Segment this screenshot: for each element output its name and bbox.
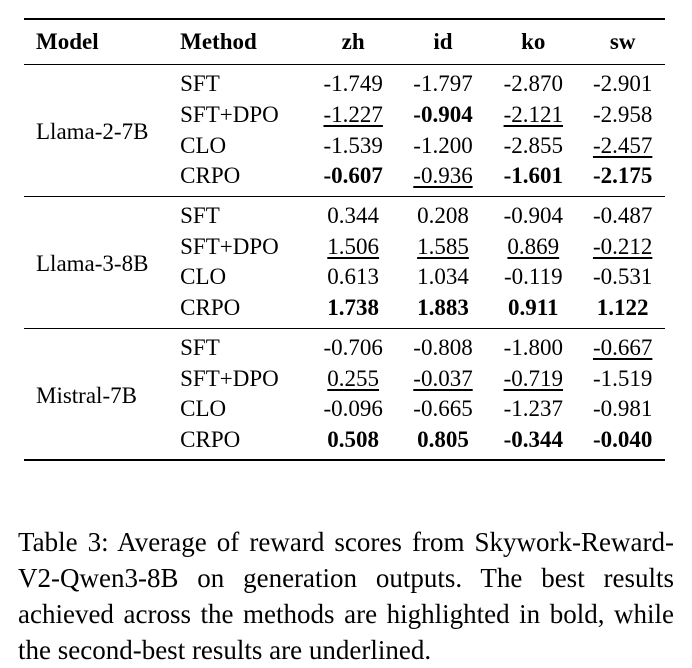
score-ko: -1.601 [503, 163, 563, 189]
method-name: SFT+DPO [180, 102, 279, 128]
score-zh: 0.613 [327, 264, 380, 290]
score-id: -0.665 [413, 396, 473, 422]
score-sw: -0.040 [592, 426, 653, 452]
header-sw: sw [609, 29, 636, 54]
method-name: SFT [180, 203, 220, 229]
score-zh: -0.607 [323, 163, 383, 189]
method-name: SFT+DPO [180, 233, 279, 259]
method-name: CRPO [180, 295, 241, 321]
score-ko: 0.869 [507, 233, 560, 259]
score-zh: 1.506 [327, 233, 380, 259]
header-ko: ko [521, 29, 546, 54]
method-name: CLO [180, 132, 227, 158]
header-id: id [433, 29, 453, 54]
score-sw: -2.901 [592, 71, 653, 97]
table-row: Mistral-7B SFT -0.706 -0.808 -1.800 -0.6… [24, 328, 665, 408]
header-model: Model [36, 29, 99, 54]
score-zh: -0.706 [323, 334, 383, 360]
score-id: -0.936 [413, 163, 473, 189]
table-row: CRPO -0.607 -0.936 -1.601 -2.175 [24, 161, 665, 196]
model-name: Mistral-7B [36, 382, 137, 408]
method-name: CRPO [180, 426, 241, 452]
score-sw: -0.667 [592, 334, 653, 360]
header-zh: zh [341, 29, 365, 54]
method-name: CRPO [180, 163, 241, 189]
score-zh: -1.227 [323, 102, 383, 128]
header-method: Method [180, 29, 257, 54]
table-row: CLO -1.539 -1.200 -2.855 -2.457 [24, 130, 665, 161]
score-sw: -0.981 [592, 396, 653, 422]
table-row: SFT+DPO -1.227 -0.904 -2.121 -2.958 [24, 100, 665, 131]
score-ko: 0.911 [508, 295, 559, 321]
table-caption: Table 3: Average of reward scores from S… [18, 527, 674, 665]
table-row: CRPO 1.738 1.883 0.911 1.122 [24, 293, 665, 328]
table-row: Llama-3-8B SFT 0.344 0.208 -0.904 -0.487 [24, 196, 665, 276]
score-id: -0.808 [413, 334, 473, 360]
table-header: Model Method zh id ko sw [24, 19, 665, 65]
score-id: -0.037 [413, 365, 473, 391]
score-sw: -0.531 [592, 264, 653, 290]
header-row: Model Method zh id ko sw [24, 19, 665, 65]
group-llama-2-7b: Llama-2-7B SFT -1.749 -1.797 -2.870 -2.9… [24, 65, 665, 197]
model-name: Llama-2-7B [36, 119, 149, 145]
score-ko: -2.121 [503, 102, 563, 128]
score-zh: -1.749 [323, 71, 383, 97]
score-ko: -1.800 [503, 334, 563, 360]
score-sw: -2.175 [592, 163, 653, 189]
score-id: -1.200 [413, 132, 473, 158]
table-row: Llama-2-7B SFT -1.749 -1.797 -2.870 -2.9… [24, 65, 665, 144]
score-zh: 1.738 [327, 295, 380, 321]
score-sw: -2.457 [592, 132, 653, 158]
group-llama-3-8b: Llama-3-8B SFT 0.344 0.208 -0.904 -0.487… [24, 196, 665, 328]
group-mistral-7b: Mistral-7B SFT -0.706 -0.808 -1.800 -0.6… [24, 328, 665, 461]
results-table: Model Method zh id ko sw Llama-2-7B SFT … [24, 18, 665, 461]
score-zh: -0.096 [323, 396, 383, 422]
score-sw: 1.122 [596, 295, 649, 321]
score-ko: -2.855 [503, 132, 563, 158]
method-name: SFT [180, 334, 220, 360]
method-name: SFT [180, 71, 220, 97]
score-zh: 0.344 [327, 203, 380, 229]
score-sw: -1.519 [592, 365, 653, 391]
model-name: Llama-3-8B [36, 251, 149, 277]
score-id: 0.208 [417, 203, 469, 229]
method-name: SFT+DPO [180, 365, 279, 391]
table-row: SFT+DPO 1.506 1.585 0.869 -0.212 [24, 231, 665, 262]
score-zh: -1.539 [323, 132, 383, 158]
table-row: CLO 0.613 1.034 -0.119 -0.531 [24, 262, 665, 293]
score-ko: -0.344 [503, 426, 563, 452]
score-id: 0.805 [417, 426, 469, 452]
score-ko: -0.119 [504, 264, 563, 290]
method-name: CLO [180, 264, 227, 290]
score-ko: -0.719 [503, 365, 563, 391]
score-zh: 0.255 [327, 365, 380, 391]
table-row: CLO -0.096 -0.665 -1.237 -0.981 [24, 394, 665, 425]
score-ko: -2.870 [503, 71, 563, 97]
score-id: -1.797 [413, 71, 473, 97]
score-id: 1.883 [417, 295, 469, 321]
score-id: -0.904 [413, 102, 473, 128]
table-row: SFT+DPO 0.255 -0.037 -0.719 -1.519 [24, 363, 665, 394]
score-sw: -0.487 [592, 203, 653, 229]
score-ko: -0.904 [503, 203, 563, 229]
method-name: CLO [180, 396, 227, 422]
score-sw: -2.958 [592, 102, 653, 128]
score-id: 1.585 [417, 233, 469, 259]
score-sw: -0.212 [592, 233, 653, 259]
score-ko: -1.237 [503, 396, 563, 422]
score-id: 1.034 [417, 264, 469, 290]
score-zh: 0.508 [327, 426, 380, 452]
table-row: CRPO 0.508 0.805 -0.344 -0.040 [24, 425, 665, 461]
